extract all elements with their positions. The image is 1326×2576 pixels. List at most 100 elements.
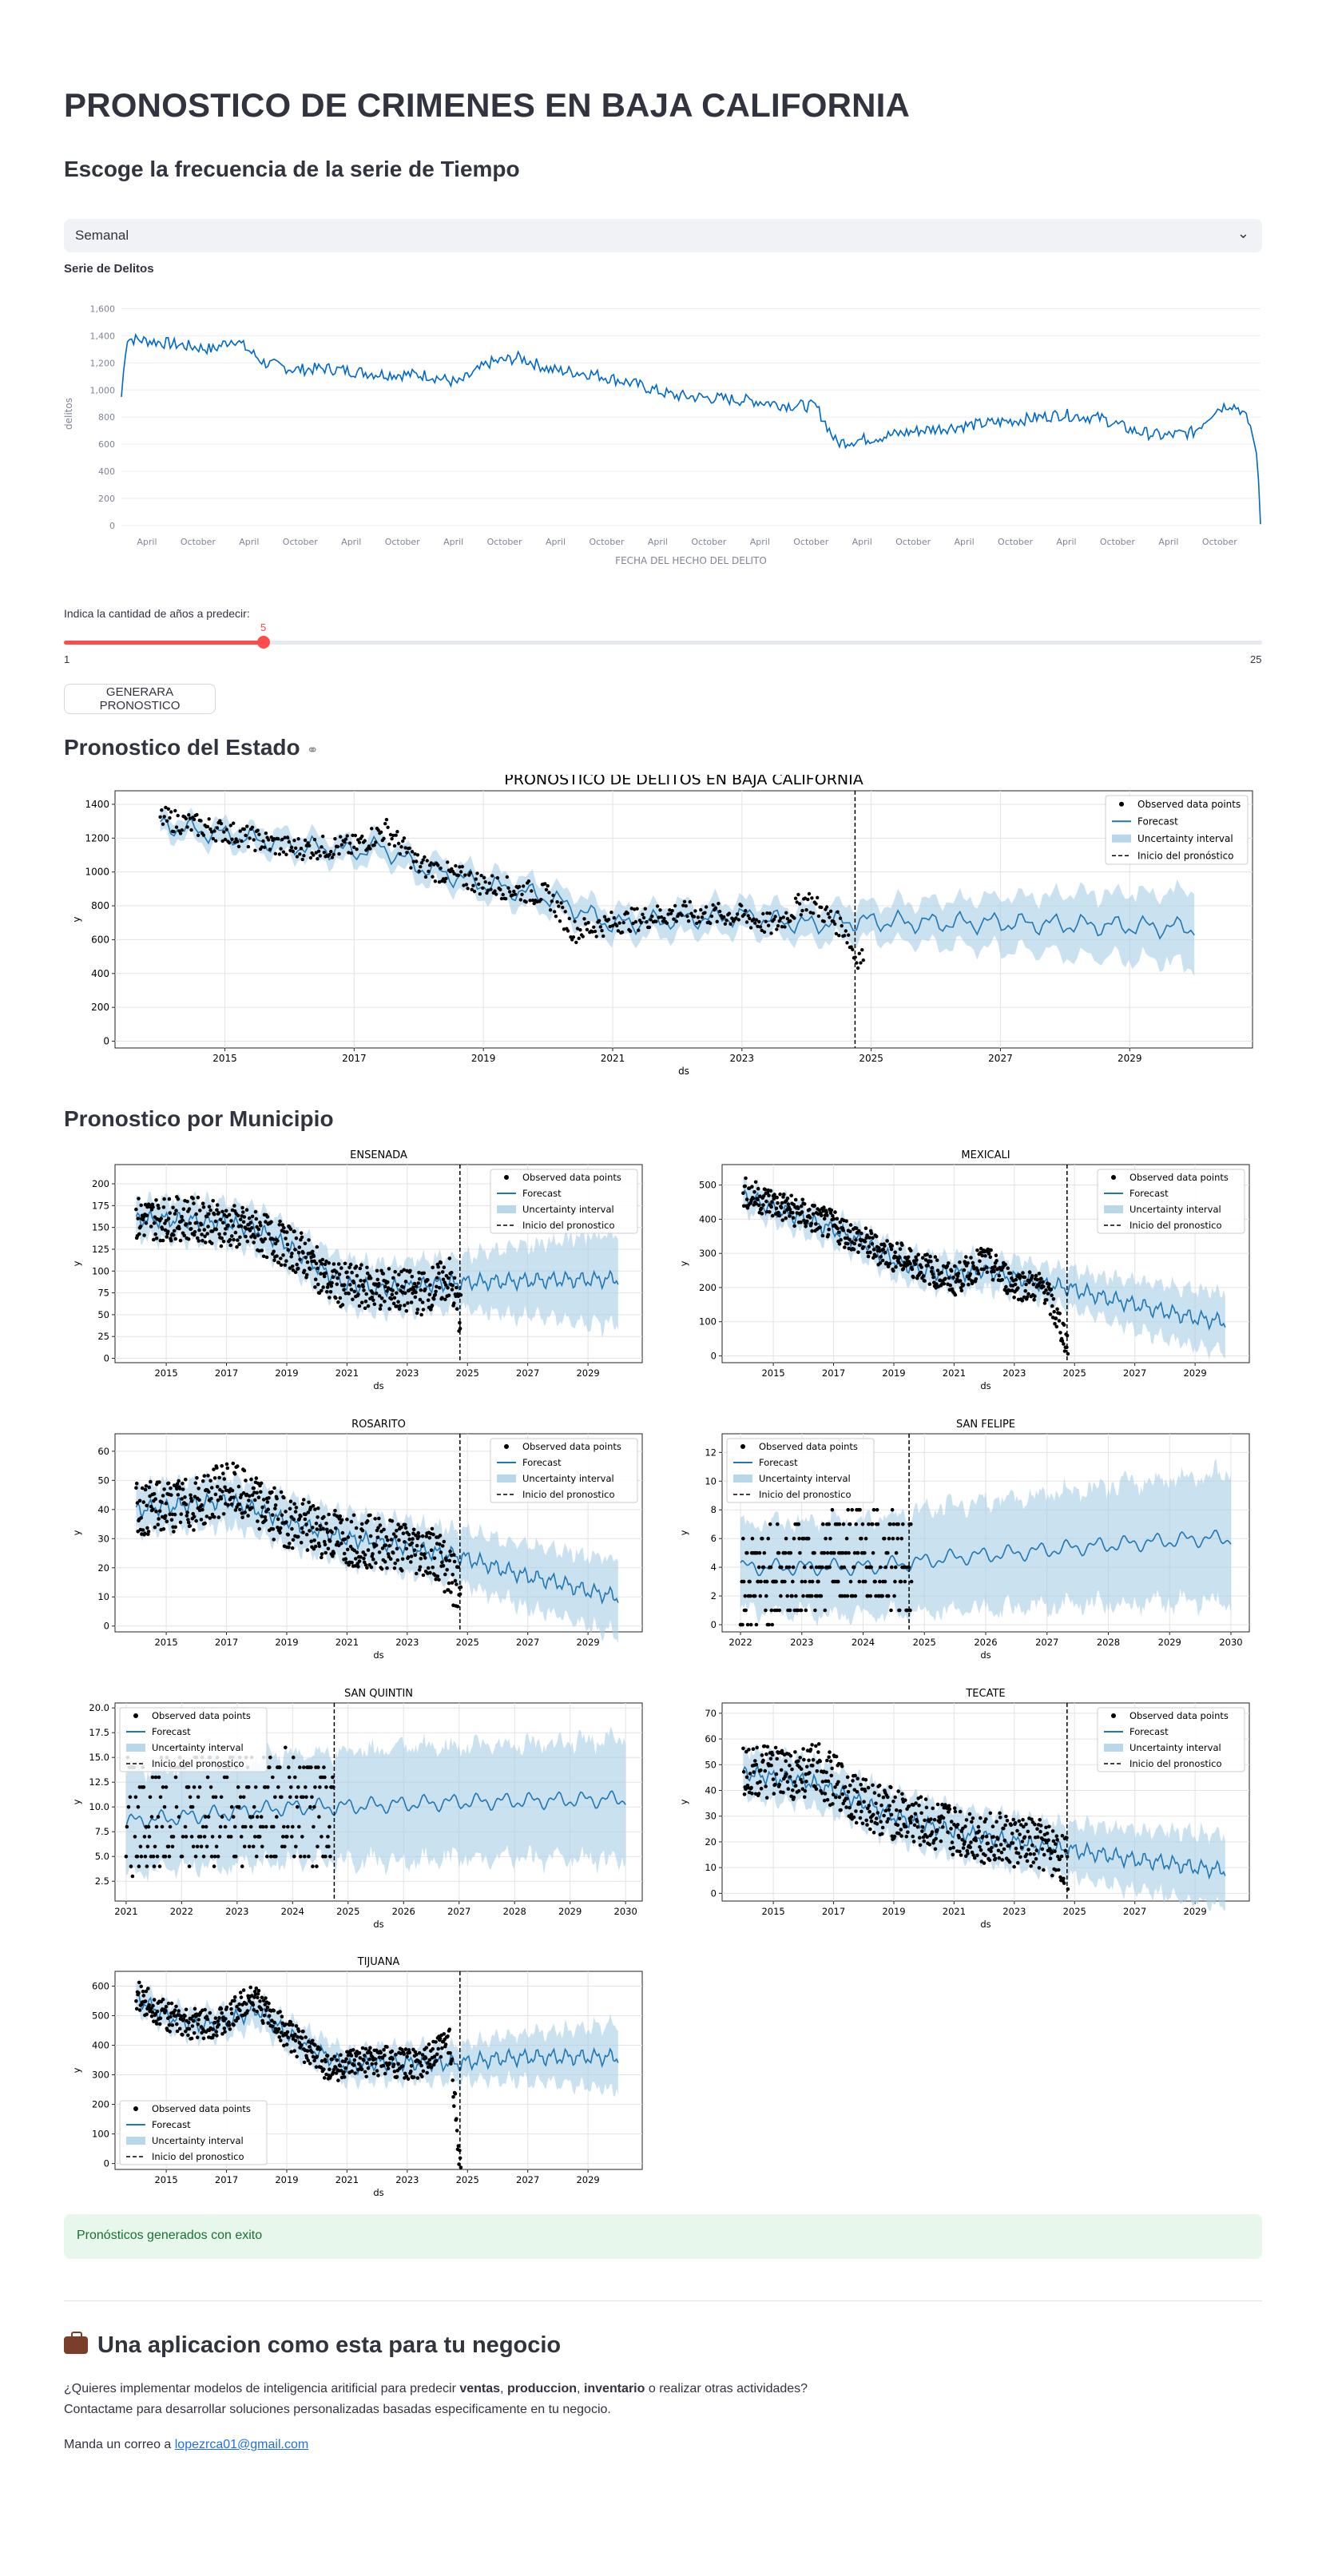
observed-point: [255, 1490, 259, 1495]
observed-point: [987, 1858, 992, 1863]
observed-point: [1016, 1860, 1020, 1865]
observed-point: [390, 2049, 395, 2054]
observed-point: [903, 1824, 908, 1829]
business-line-2: Contactame para desarrollar soluciones p…: [64, 2403, 611, 2416]
observed-point: [987, 1252, 991, 1256]
observed-point: [324, 1522, 328, 1526]
observed-point: [1028, 1852, 1033, 1856]
observed-point: [695, 921, 699, 926]
observed-point: [166, 1217, 171, 1221]
observed-point: [171, 1205, 175, 1210]
observed-point: [272, 1538, 276, 1542]
observed-point: [464, 883, 469, 887]
observed-point: [188, 816, 193, 820]
observed-point: [168, 816, 172, 820]
legend-marker: [1111, 1175, 1116, 1180]
x-tick-label: 2029: [576, 1367, 599, 1379]
observed-point: [225, 1466, 230, 1471]
observed-point: [205, 2017, 209, 2022]
observed-point: [833, 1785, 837, 1789]
observed-point: [158, 1238, 163, 1243]
observed-point: [887, 1808, 891, 1812]
observed-point: [293, 1270, 298, 1274]
observed-point: [161, 1785, 165, 1789]
observed-point: [839, 1808, 843, 1812]
observed-point: [227, 1213, 232, 1217]
observed-point: [314, 851, 318, 855]
observed-point: [321, 1285, 325, 1289]
observed-point: [400, 1569, 404, 1573]
observed-point: [751, 1747, 756, 1751]
observed-point: [886, 1795, 890, 1800]
observed-point: [296, 1804, 300, 1809]
observed-point: [135, 1854, 140, 1859]
observed-point: [371, 1291, 375, 1295]
observed-point: [729, 922, 732, 926]
observed-point: [129, 1864, 133, 1868]
observed-point: [195, 1221, 199, 1225]
observed-point: [800, 1197, 805, 1202]
observed-point: [949, 1827, 953, 1831]
observed-point: [992, 1853, 996, 1858]
observed-point: [357, 1284, 361, 1288]
observed-point: [305, 2049, 310, 2053]
observed-point: [313, 1285, 317, 1289]
observed-point: [202, 1474, 207, 1478]
observed-point: [396, 841, 401, 846]
frequency-select[interactable]: Semanal ⌄: [64, 219, 1262, 252]
observed-point: [269, 835, 273, 839]
observed-point: [581, 935, 585, 939]
observed-point: [339, 835, 343, 839]
observed-point: [246, 844, 251, 849]
generate-forecast-button[interactable]: GENERARA PRONOSTICO: [64, 684, 216, 714]
observed-point: [795, 900, 799, 904]
observed-point: [266, 1785, 270, 1789]
observed-point: [199, 819, 203, 823]
observed-point: [181, 1482, 185, 1486]
observed-point: [150, 2010, 155, 2014]
observed-point: [174, 2004, 178, 2009]
observed-point: [459, 870, 463, 874]
legend-label: Uncertainty interval: [759, 1473, 851, 1484]
observed-point: [915, 1820, 919, 1824]
observed-point: [874, 1254, 878, 1258]
observed-point: [241, 1795, 246, 1800]
observed-point: [189, 828, 193, 832]
observed-point: [386, 825, 390, 829]
observed-point: [919, 1270, 923, 1275]
observed-point: [342, 1551, 347, 1556]
observed-point: [370, 1295, 375, 1300]
observed-point: [182, 1233, 186, 1238]
observed-point: [809, 1565, 813, 1570]
observed-point: [299, 1854, 303, 1859]
observed-point: [276, 1517, 280, 1522]
observed-point: [183, 1495, 187, 1499]
observed-point: [877, 1246, 881, 1250]
observed-point: [425, 859, 429, 863]
years-slider[interactable]: [64, 636, 1262, 649]
observed-point: [889, 1247, 894, 1252]
link-icon[interactable]: ⚭: [306, 742, 319, 758]
observed-point: [360, 2046, 365, 2050]
observed-point: [330, 855, 335, 859]
observed-point: [196, 833, 200, 837]
observed-point: [1060, 1339, 1065, 1344]
observed-point: [785, 1197, 790, 1201]
observed-point: [434, 1577, 438, 1582]
observed-point: [389, 1538, 394, 1542]
y-tick-label: 50: [705, 1759, 717, 1770]
observed-point: [1049, 1288, 1054, 1292]
observed-point: [908, 1261, 912, 1266]
observed-point: [290, 1251, 294, 1256]
slider-thumb[interactable]: [257, 636, 270, 649]
observed-point: [1036, 1835, 1040, 1840]
observed-point: [1038, 1280, 1042, 1285]
observed-point: [909, 1248, 913, 1252]
observed-point: [432, 1556, 437, 1561]
observed-point: [404, 2074, 409, 2078]
observed-point: [935, 1268, 940, 1272]
observed-point: [990, 1846, 994, 1850]
email-link[interactable]: lopezrca01@gmail.com: [174, 2438, 309, 2451]
observed-point: [787, 1565, 792, 1570]
observed-point: [911, 1840, 916, 1844]
